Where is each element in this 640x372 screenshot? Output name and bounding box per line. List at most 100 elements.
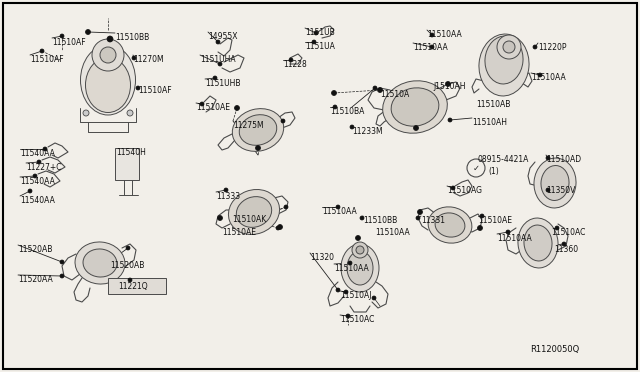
Ellipse shape [232,109,284,151]
Circle shape [126,246,130,250]
Text: 11221Q: 11221Q [118,282,148,291]
Text: 11540AA: 11540AA [20,177,55,186]
Text: 11510AA: 11510AA [497,234,532,243]
Text: 1151UA: 1151UA [305,42,335,51]
Circle shape [533,45,537,49]
Circle shape [284,205,288,209]
Circle shape [276,226,280,230]
Circle shape [37,160,41,164]
Circle shape [430,45,434,49]
Circle shape [83,110,89,116]
Circle shape [336,288,340,292]
Circle shape [546,156,550,160]
Text: 11510AK: 11510AK [232,215,266,224]
Circle shape [43,147,47,151]
Circle shape [355,235,360,241]
Circle shape [546,188,550,192]
Ellipse shape [524,225,552,261]
Ellipse shape [347,251,373,285]
Circle shape [107,36,113,42]
Text: 11227+C: 11227+C [26,163,61,172]
Circle shape [360,216,364,220]
Text: 11520AB: 11520AB [110,261,145,270]
Text: ✓: ✓ [472,164,479,173]
Circle shape [100,47,116,63]
Text: 11228: 11228 [283,60,307,69]
Text: 11510BB: 11510BB [363,216,397,225]
Text: 1151UB: 1151UB [305,28,335,37]
Text: 11510AA: 11510AA [334,264,369,273]
Circle shape [413,125,419,131]
Text: 08915-4421A: 08915-4421A [478,155,529,164]
Text: 11510BA: 11510BA [330,107,364,116]
Circle shape [278,224,282,230]
Ellipse shape [83,249,117,277]
Circle shape [346,314,350,318]
Text: J1510AH: J1510AH [433,82,465,91]
Text: 11520AB: 11520AB [18,245,52,254]
Circle shape [60,34,64,38]
Circle shape [416,216,420,220]
Ellipse shape [86,58,131,112]
Circle shape [480,214,484,218]
Circle shape [417,209,422,215]
Text: 11331: 11331 [421,216,445,225]
Circle shape [448,118,452,122]
Ellipse shape [383,81,447,133]
Circle shape [503,41,515,53]
Circle shape [60,274,64,278]
Circle shape [555,226,559,230]
Text: 11510AA: 11510AA [322,207,356,216]
Circle shape [216,40,220,44]
Circle shape [372,296,376,300]
Ellipse shape [391,88,439,126]
Circle shape [28,189,32,193]
Circle shape [312,40,316,44]
Circle shape [33,174,37,178]
Text: (1): (1) [488,167,499,176]
Circle shape [218,215,223,221]
Circle shape [136,86,140,90]
Text: 11510AF: 11510AF [52,38,86,47]
Text: 11510AA: 11510AA [375,228,410,237]
Text: 11360: 11360 [554,245,578,254]
Text: R1120050Q: R1120050Q [530,345,579,354]
Text: 11510AE: 11510AE [196,103,230,112]
Text: 11510AE: 11510AE [222,228,256,237]
Ellipse shape [534,158,576,208]
Text: 11220P: 11220P [538,43,566,52]
Circle shape [224,188,228,192]
Circle shape [538,73,542,77]
Circle shape [352,242,368,258]
Text: 11510AJ: 11510AJ [340,291,371,300]
Ellipse shape [228,189,280,234]
Circle shape [451,186,455,190]
Ellipse shape [239,115,276,145]
Circle shape [332,90,337,96]
Text: 11510A: 11510A [380,90,409,99]
Circle shape [200,102,204,106]
Text: 11520AA: 11520AA [18,275,52,284]
Circle shape [336,205,340,209]
Circle shape [333,105,337,109]
Text: 11510BB: 11510BB [115,33,149,42]
Circle shape [430,33,434,37]
Text: 11510AA: 11510AA [427,30,461,39]
Ellipse shape [236,197,271,227]
Text: 11320: 11320 [310,253,334,262]
Circle shape [255,145,260,151]
Circle shape [213,76,217,80]
Text: 11510AH: 11510AH [472,118,507,127]
Ellipse shape [341,244,379,292]
Circle shape [373,86,377,90]
Ellipse shape [485,36,523,84]
Circle shape [127,110,133,116]
Text: 11540H: 11540H [116,148,146,157]
Circle shape [348,261,352,265]
Text: 11510AA: 11510AA [413,43,448,52]
Circle shape [344,290,348,294]
Text: 11510AA: 11510AA [531,73,566,82]
Text: 14955X: 14955X [208,32,237,41]
Circle shape [86,29,90,35]
Text: 11540AA: 11540AA [20,196,55,205]
